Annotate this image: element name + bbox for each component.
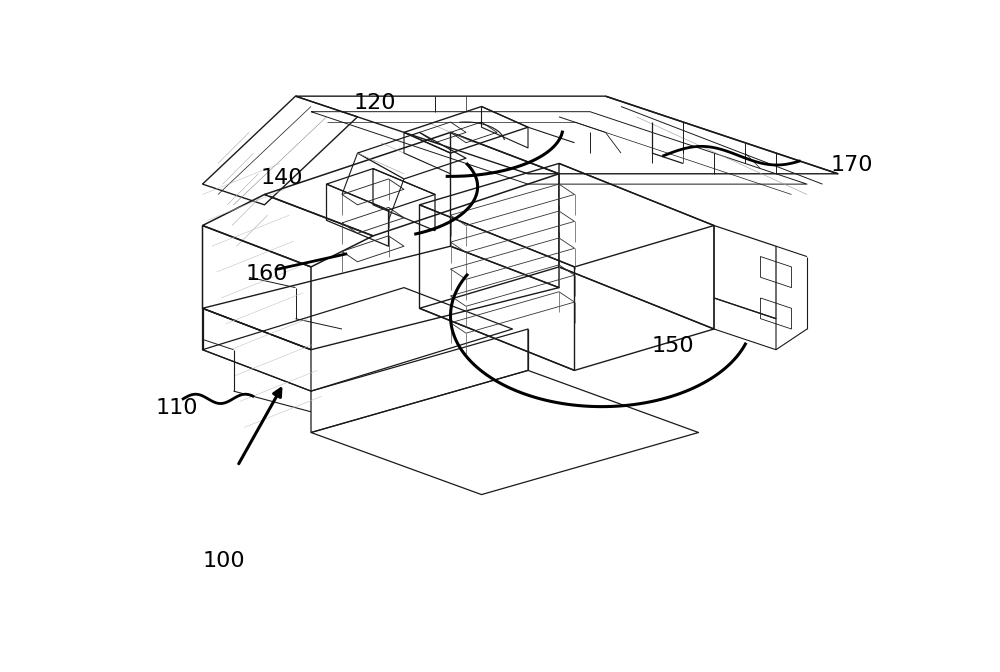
Text: 140: 140 xyxy=(261,168,303,188)
Text: 160: 160 xyxy=(245,264,288,284)
Text: 170: 170 xyxy=(830,155,873,175)
Text: 100: 100 xyxy=(202,551,245,571)
Text: 120: 120 xyxy=(354,93,396,113)
Text: 110: 110 xyxy=(156,398,198,419)
Text: 150: 150 xyxy=(652,336,695,356)
